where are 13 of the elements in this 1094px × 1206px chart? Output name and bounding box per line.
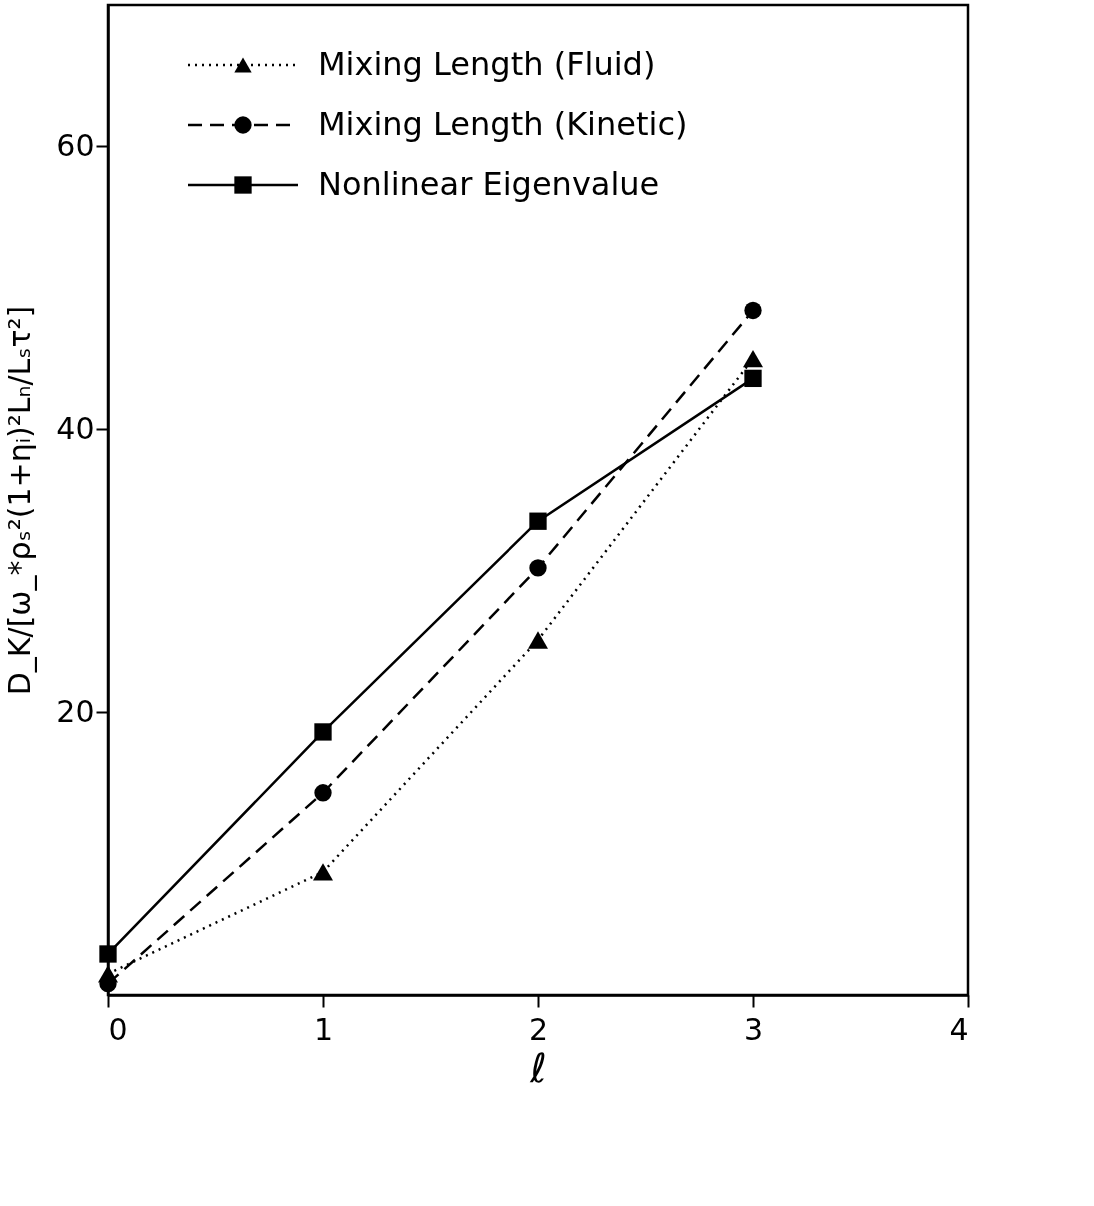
x-tick-label: 4 [949,1011,969,1047]
x-tick-label: 3 [743,1011,764,1047]
y-tick-label: 60 [56,127,95,163]
legend-label: Mixing Length (Fluid) [318,45,656,83]
legend-label: Mixing Length (Kinetic) [318,105,688,143]
y-tick-label: 20 [56,693,95,729]
legend-label: Nonlinear Eigenvalue [318,165,660,203]
y-axis-title: D_K/[ω_*ρₛ²(1+ηᵢ)²Lₙ/Lₛτ²] [2,305,38,696]
x-tick-label: 0 [108,1011,128,1047]
x-axis-title: ℓ [529,1044,547,1091]
y-tick-label: 40 [56,410,95,446]
x-tick-label: 2 [528,1011,549,1047]
x-tick-label: 1 [313,1011,334,1047]
